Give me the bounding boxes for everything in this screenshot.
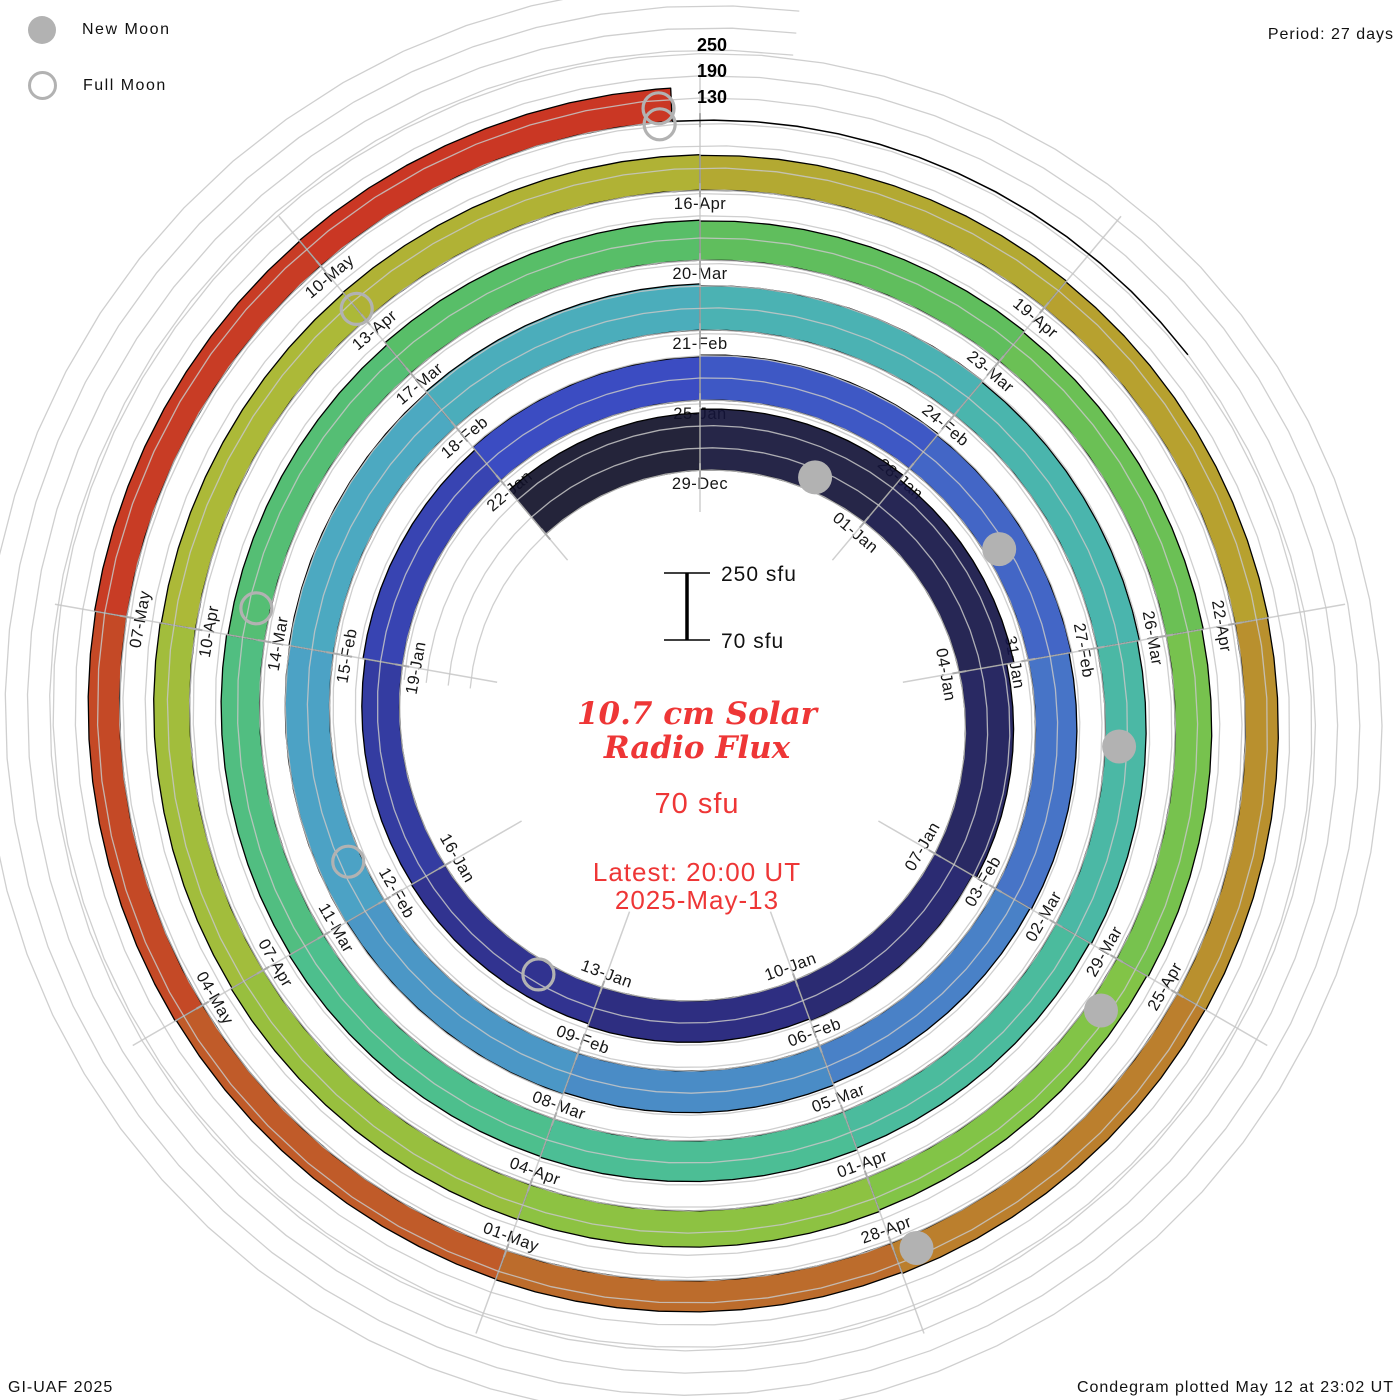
boundary-tick (119, 614, 134, 620)
boundary-tick (550, 1112, 558, 1126)
boundary-tick (1049, 919, 1063, 928)
radial-axis-tick-130: 130 (697, 87, 727, 107)
new-moon-marker (899, 1230, 934, 1265)
radial-grid-line (902, 603, 1346, 683)
baseline-extension-line (672, 119, 1189, 356)
full-moon-label: Full Moon (83, 76, 167, 94)
latest-time-label: Latest: 20:00 UT (592, 857, 802, 887)
boundary-tick (574, 1046, 582, 1061)
boundary-tick (502, 1243, 510, 1258)
full-moon-icon (28, 71, 57, 100)
legend-item-full-moon: Full Moon (28, 71, 167, 100)
new-moon-icon (28, 16, 56, 44)
flux-gridline-spiral (26, 27, 1339, 1374)
full-moon-marker (521, 957, 556, 992)
boundary-tick (495, 474, 506, 487)
boundary-tick (928, 849, 942, 858)
full-moon-marker (339, 291, 374, 326)
new-moon-label: New Moon (82, 21, 171, 38)
radial-axis-tick-250: 250 (697, 35, 727, 55)
scale-bar-min-label: 70 sfu (721, 630, 784, 653)
boundary-tick (1228, 621, 1243, 626)
new-moon-marker (1083, 993, 1118, 1028)
boundary-tick (1110, 954, 1124, 963)
boundary-tick (994, 355, 1005, 368)
radial-grid-line (878, 820, 1268, 1047)
radial-axis-tick-190: 190 (697, 61, 727, 81)
chart-title-line2: Radio Flux (603, 730, 791, 766)
full-moon-marker (331, 844, 366, 879)
boundary-tick (1039, 301, 1050, 314)
credit-right: Condegram plotted May 12 at 23:02 UT (1076, 1379, 1394, 1396)
boundary-tick (598, 980, 606, 995)
boundary-tick (859, 516, 870, 529)
boundary-tick (450, 420, 461, 433)
boundary-tick (1159, 633, 1174, 639)
new-moon-marker (1102, 729, 1137, 764)
boundary-tick (540, 528, 551, 541)
boundary-tick (1021, 657, 1036, 663)
boundary-tick (257, 639, 272, 644)
period-label: Period: 27 days (1267, 26, 1394, 43)
full-moon-marker (642, 107, 677, 142)
boundary-tick (839, 1104, 847, 1119)
boundary-tick (815, 1038, 823, 1053)
boundary-tick (792, 973, 799, 987)
flux-segment (890, 992, 1206, 1275)
moon-markers (239, 91, 1137, 1265)
boundary-tick (988, 884, 1002, 893)
boundary-tick (315, 259, 326, 272)
boundary-tick (952, 670, 967, 675)
boundary-tick (863, 1170, 871, 1185)
boundary-tick (1090, 645, 1105, 651)
current-flux-value: 70 sfu (654, 788, 740, 820)
boundary-tick (395, 663, 410, 668)
flux-segment (175, 1004, 507, 1280)
new-moon-marker (982, 532, 1017, 567)
boundary-tick (904, 462, 915, 475)
full-moon-marker (641, 91, 676, 126)
legend-item-new-moon: New Moon (28, 16, 170, 44)
flux-gridline-spiral (4, 5, 1361, 1396)
scale-bar-max-label: 250 sfu (721, 563, 797, 586)
boundary-tick (887, 1236, 895, 1251)
boundary-tick (405, 367, 416, 380)
boundary-tick (949, 408, 960, 421)
latest-date-label: 2025-May-13 (614, 885, 780, 915)
boundary-tick (438, 860, 452, 870)
new-moon-marker (798, 460, 833, 495)
flux-scale-bar: 250 sfu 70 sfu (664, 563, 797, 653)
radial-grid-line (278, 215, 569, 561)
boundary-tick (377, 895, 391, 905)
boundary-tick (317, 930, 331, 940)
boundary-tick (195, 1000, 210, 1010)
chart-title-line1: 10.7 cm Solar (576, 696, 818, 732)
boundary-tick (188, 626, 203, 632)
flux-segment (539, 1111, 858, 1183)
flux-gridline-spiral (49, 49, 1317, 1352)
boundary-tick (526, 1177, 534, 1192)
full-moon-marker (239, 591, 274, 626)
boundary-tick (256, 965, 270, 975)
credit-left: GI-UAF 2025 (8, 1379, 114, 1396)
boundary-tick (326, 651, 341, 656)
baseline-extension (672, 119, 1189, 356)
boundary-tick (1170, 989, 1184, 998)
radial-axis-tick-labels: 250 190 130 (697, 35, 727, 107)
